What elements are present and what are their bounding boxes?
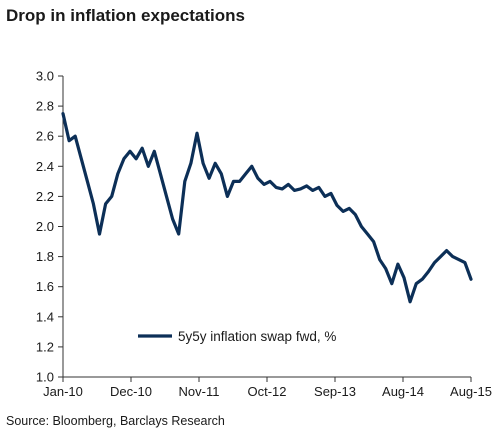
y-tick-label: 2.0 bbox=[36, 219, 54, 234]
x-tick-label: Jan-10 bbox=[43, 384, 83, 399]
x-tick-label: Nov-11 bbox=[179, 384, 220, 399]
y-tick-label: 2.4 bbox=[36, 159, 54, 174]
y-tick-label: 1.4 bbox=[36, 309, 54, 324]
legend-label: 5y5y inflation swap fwd, % bbox=[178, 329, 336, 344]
series-line bbox=[61, 111, 473, 304]
y-tick-label: 2.6 bbox=[36, 129, 54, 144]
y-tick-label: 2.8 bbox=[36, 99, 54, 114]
x-tick-label: Aug-14 bbox=[382, 384, 424, 399]
y-tick-label: 2.2 bbox=[36, 189, 54, 204]
y-tick-label: 1.6 bbox=[36, 279, 54, 294]
y-tick-label: 1.2 bbox=[36, 339, 54, 354]
series-layer bbox=[61, 111, 473, 304]
source-note: Source: Bloomberg, Barclays Research bbox=[6, 414, 225, 428]
chart-title: Drop in inflation expectations bbox=[6, 6, 245, 25]
legend: 5y5y inflation swap fwd, % bbox=[138, 329, 336, 344]
y-tick-label: 1.8 bbox=[36, 249, 54, 264]
x-tick-label: Aug-15 bbox=[450, 384, 492, 399]
x-tick-label: Sep-13 bbox=[314, 384, 356, 399]
y-tick-label: 1.0 bbox=[36, 370, 54, 385]
y-tick-label: 3.0 bbox=[36, 69, 54, 84]
x-tick-label: Dec-10 bbox=[110, 384, 152, 399]
x-tick-label: Oct-12 bbox=[247, 384, 286, 399]
